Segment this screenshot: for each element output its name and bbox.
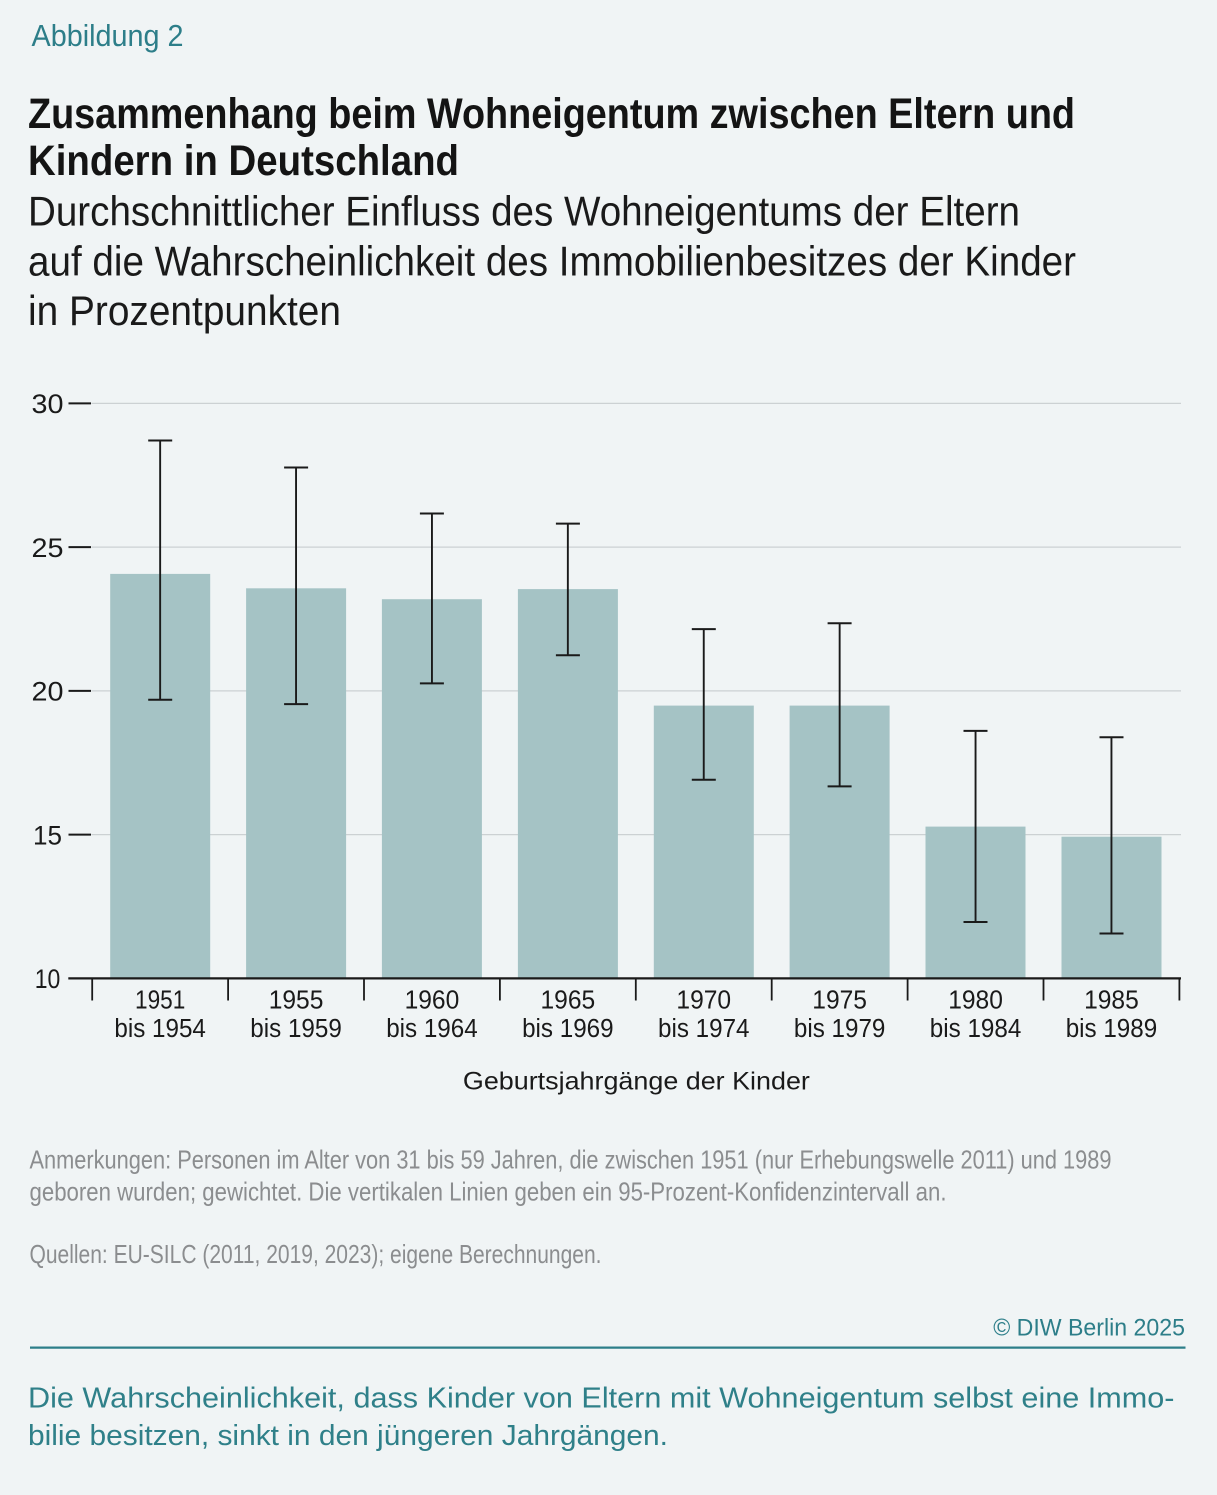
svg-text:10: 10 (35, 964, 61, 994)
svg-text:bis 1954: bis 1954 (114, 1013, 206, 1043)
svg-text:1985: 1985 (1084, 985, 1139, 1015)
svg-text:bis 1964: bis 1964 (386, 1013, 478, 1043)
svg-text:Anmerkungen: Personen im Alter: Anmerkungen: Personen im Alter von 31 bi… (30, 1144, 1112, 1174)
svg-text:bis 1979: bis 1979 (794, 1013, 886, 1043)
svg-text:Die Wahrscheinlichkeit, dass K: Die Wahrscheinlichkeit, dass Kinder von … (28, 1383, 1175, 1415)
svg-text:Quellen: EU-SILC (2011, 2019,: Quellen: EU-SILC (2011, 2019, 2023); eig… (30, 1239, 602, 1269)
svg-text:Geburtsjahrgänge der Kinder: Geburtsjahrgänge der Kinder (463, 1068, 810, 1096)
svg-text:auf die Wahrscheinlichkeit des: auf die Wahrscheinlichkeit des Immobilie… (28, 237, 1076, 284)
svg-text:bis 1984: bis 1984 (930, 1013, 1022, 1043)
svg-text:1970: 1970 (676, 985, 731, 1015)
svg-text:1960: 1960 (405, 985, 460, 1015)
svg-text:1980: 1980 (948, 985, 1003, 1015)
svg-text:Durchschnittlicher Einfluss de: Durchschnittlicher Einfluss des Wohneige… (28, 188, 1020, 235)
svg-text:1975: 1975 (812, 985, 867, 1015)
svg-text:15: 15 (33, 820, 62, 850)
svg-text:1955: 1955 (269, 985, 324, 1015)
svg-text:© DIW Berlin 2025: © DIW Berlin 2025 (993, 1314, 1185, 1341)
svg-text:1951: 1951 (135, 985, 185, 1015)
svg-text:geboren wurden; gewichtet. Die: geboren wurden; gewichtet. Die vertikale… (30, 1177, 947, 1207)
svg-text:bis 1974: bis 1974 (658, 1013, 750, 1043)
svg-text:Abbildung 2: Abbildung 2 (32, 18, 184, 53)
svg-text:Kindern in Deutschland: Kindern in Deutschland (28, 137, 459, 185)
svg-text:Zusammenhang beim Wohneigentum: Zusammenhang beim Wohneigentum zwischen … (28, 90, 1075, 138)
svg-text:bis 1989: bis 1989 (1066, 1013, 1158, 1043)
svg-text:1965: 1965 (541, 985, 596, 1015)
svg-text:30: 30 (32, 389, 64, 419)
svg-text:25: 25 (32, 533, 64, 563)
svg-text:20: 20 (32, 677, 64, 707)
svg-text:bis 1959: bis 1959 (250, 1013, 342, 1043)
svg-text:bilie besitzen, sinkt in den j: bilie besitzen, sinkt in den jüngeren Ja… (28, 1420, 668, 1452)
svg-text:bis 1969: bis 1969 (522, 1013, 614, 1043)
svg-text:in Prozentpunkten: in Prozentpunkten (28, 287, 341, 334)
